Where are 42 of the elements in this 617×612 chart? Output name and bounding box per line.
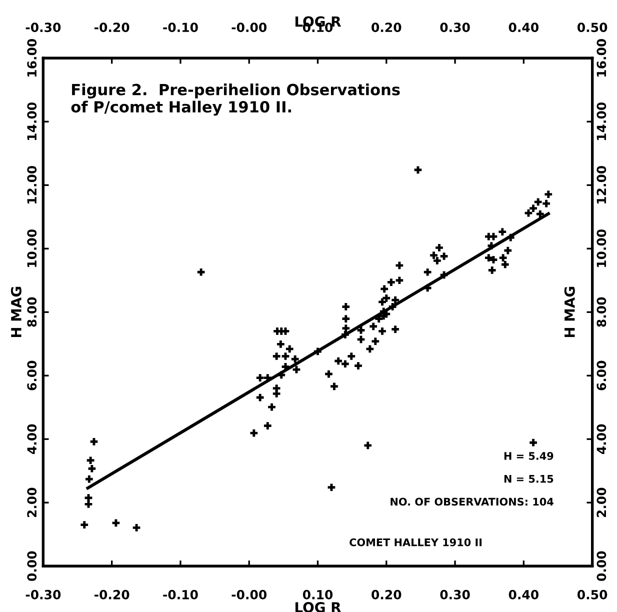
y2-tick-label: 2.00	[596, 488, 606, 518]
y2-tick-label: 8.00	[596, 297, 606, 327]
x2-tick-label: 0.20	[372, 22, 402, 32]
y2-axis-title: H MAG	[564, 286, 575, 338]
y2-tick-label: 14.00	[596, 102, 606, 140]
x2-tick-label: 0.50	[578, 22, 608, 32]
annotation: H = 5.49	[504, 452, 554, 460]
x-tick-label: -0.20	[94, 590, 130, 600]
y-tick-label: 4.00	[27, 424, 37, 454]
x-tick-label: -0.10	[163, 590, 198, 600]
y-tick-label: 0.00	[27, 551, 37, 581]
x-tick-label: 0.20	[372, 590, 402, 600]
annotation: NO. OF OBSERVATIONS: 104	[390, 498, 554, 506]
annotation: N = 5.15	[504, 475, 554, 483]
x-tick-label: 0.30	[440, 590, 470, 600]
x2-tick-label: 0.40	[508, 22, 538, 32]
y-tick-label: 10.00	[27, 229, 37, 267]
y-tick-label: 2.00	[27, 488, 37, 518]
x-tick-label: -0.30	[26, 590, 61, 600]
y-tick-label: 16.00	[27, 38, 37, 76]
text: Figure 2. Pre-perihelion Observations of P/comet Halley 1910 II.	[71, 84, 400, 116]
y2-tick-label: 0.00	[596, 551, 606, 581]
y-axis-title: H MAG	[10, 286, 22, 338]
x-tick-label: 0.50	[578, 590, 608, 600]
x-tick-label: -0.00	[232, 590, 267, 600]
y2-tick-label: 6.00	[596, 360, 606, 390]
x2-tick-label: -0.00	[232, 22, 267, 32]
x2-tick-label: -0.20	[94, 22, 130, 32]
x-tick-label: 0.40	[508, 590, 538, 600]
y2-tick-label: 12.00	[596, 166, 606, 204]
x2-tick-label: -0.10	[163, 22, 198, 32]
y-tick-label: 6.00	[27, 360, 37, 390]
y-tick-label: 14.00	[27, 102, 37, 140]
annotation: COMET HALLEY 1910 II	[350, 538, 482, 546]
y-tick-label: 12.00	[27, 166, 37, 204]
x2-tick-label: 0.30	[440, 22, 470, 32]
y2-tick-label: 10.00	[596, 229, 606, 267]
y-tick-label: 8.00	[27, 297, 37, 327]
x2-tick-label: -0.30	[26, 22, 61, 32]
y2-tick-label: 4.00	[596, 424, 606, 454]
y2-tick-label: 16.00	[596, 38, 606, 76]
x-tick-label: 0.10	[302, 590, 333, 600]
